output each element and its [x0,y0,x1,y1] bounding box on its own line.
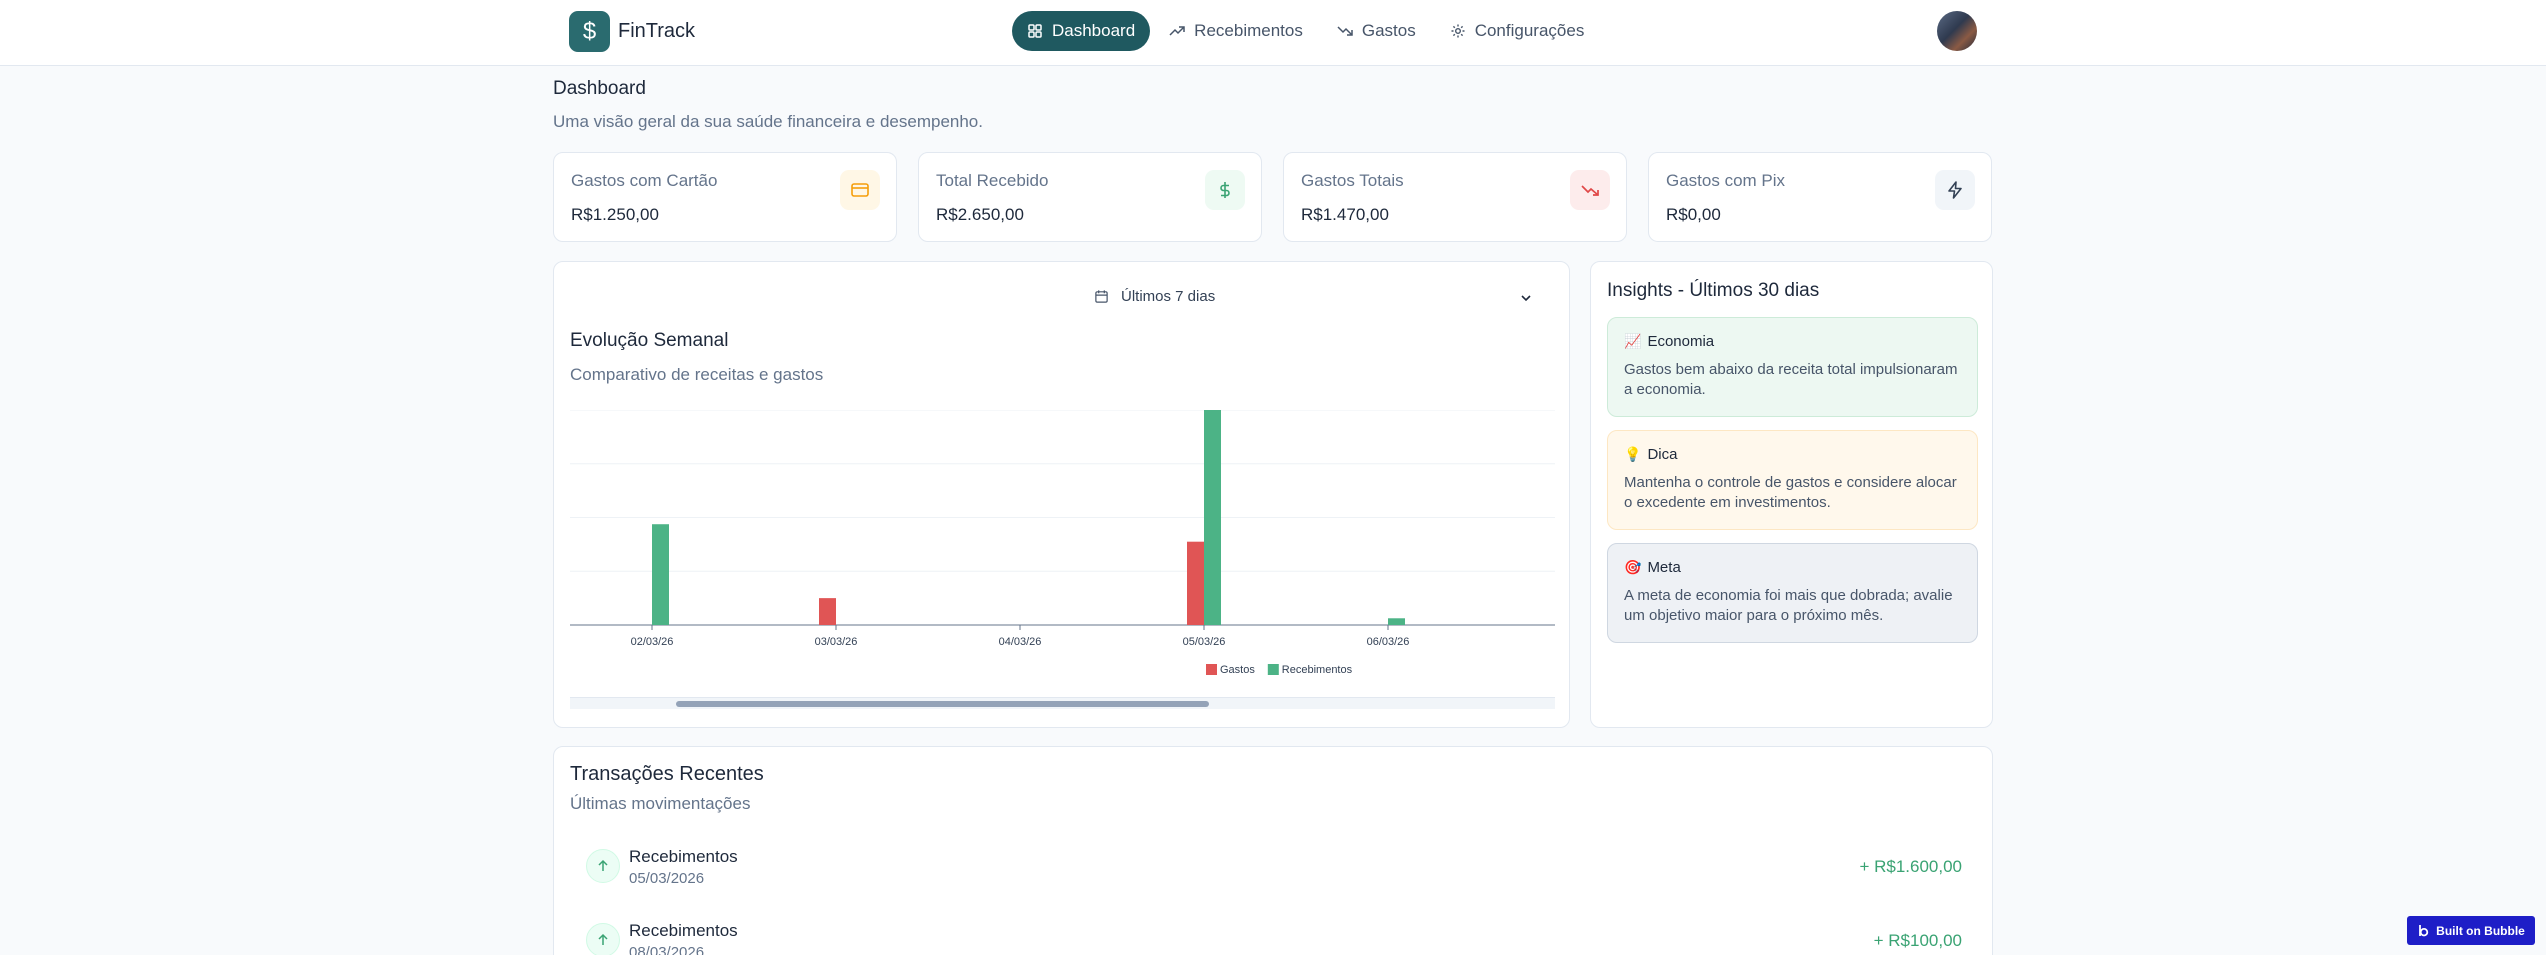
stat-label: Gastos com Pix [1666,171,1786,190]
bar-recebimentos [1204,410,1221,625]
stat-value: R$1.250,00 [571,205,659,224]
nav-label: Gastos [1361,21,1416,40]
built-on-bubble-badge[interactable]: Built on Bubble [2407,916,2535,945]
badge-label: Built on Bubble [2436,923,2525,938]
x-tick-label: 04/03/26 [999,636,1042,648]
top-navbar: $ FinTrack Dashboard Recebimentos Gastos… [0,0,2546,66]
transaction-name: Recebimentos [629,921,738,940]
legend-swatch-recebimentos [1267,664,1279,675]
stat-value: R$2.650,00 [936,205,1024,224]
weekly-chart-card: Últimos 7 dias Evolução Semanal Comparat… [553,261,1570,728]
nav-label: Configurações [1474,21,1585,40]
bar-recebimentos [1388,618,1405,625]
grid-icon [1028,24,1042,38]
x-tick-label: 05/03/26 [1183,636,1226,648]
chart-scrollbar[interactable] [570,697,1555,709]
trending-down-icon [1570,170,1610,210]
dollar-icon [1205,170,1245,210]
bar-recebimentos [652,524,669,625]
transaction-name: Recebimentos [629,847,738,866]
insight-title: Meta [1647,559,1681,576]
insights-title: Insights - Últimos 30 dias [1607,280,1820,301]
stat-value: R$1.470,00 [1301,205,1389,224]
stat-label: Gastos com Cartão [571,171,718,190]
bar-gastos [819,598,836,625]
transaction-amount: + R$1.600,00 [1859,857,1962,876]
main-nav: Dashboard Recebimentos Gastos Configuraç… [1012,11,1599,51]
bar-gastos [1187,541,1204,625]
transaction-date: 08/03/2026 [629,944,705,955]
insight-text: A meta de economia foi mais que dobrada;… [1624,587,1953,624]
chart-title: Evolução Semanal [570,330,729,351]
transactions-subtitle: Últimas movimentações [570,794,751,813]
stat-card-gastos-totais: Gastos Totais R$1.470,00 [1283,152,1627,242]
target-icon: 🎯 [1624,559,1642,575]
chart-subtitle: Comparativo de receitas e gastos [570,365,824,384]
insight-title: Dica [1647,446,1678,463]
trending-up-icon [1169,26,1185,36]
insight-title: Economia [1647,333,1715,350]
insight-header: 🎯 Meta [1624,559,1681,576]
x-tick-label: 03/03/26 [815,636,858,648]
scrollbar-thumb[interactable] [676,701,1209,707]
app-name: FinTrack [618,20,696,42]
stat-label: Total Recebido [936,171,1049,190]
nav-item-recebimentos[interactable]: Recebimentos [1154,11,1318,51]
insight-text: Gastos bem abaixo da receita total impul… [1624,361,1958,398]
stat-value: R$0,00 [1666,205,1721,224]
page-subtitle: Uma visão geral da sua saúde financeira … [553,112,983,131]
nav-label: Recebimentos [1194,21,1303,40]
zap-icon [1935,170,1975,210]
transaction-amount: + R$100,00 [1873,931,1962,950]
bar-chart: 02/03/26 03/03/26 04/03/26 05/03/26 06/03/26… [570,410,1555,676]
trending-down-icon [1337,26,1353,36]
calendar-icon [1095,290,1108,303]
nav-label: Dashboard [1052,21,1136,40]
insight-text: Mantenha o controle de gastos e consider… [1624,474,1957,511]
stat-card-gastos-pix: Gastos com Pix R$0,00 [1648,152,1992,242]
app-logo[interactable]: $ FinTrack [569,11,695,52]
chevron-down-icon[interactable] [1519,291,1533,305]
recent-transactions-card: Transações Recentes Últimas movimentaçõe… [553,746,1993,955]
nav-item-gastos[interactable]: Gastos [1322,11,1431,51]
chart-emoji-icon: 📈 [1624,333,1642,349]
legend-swatch-gastos [1206,664,1217,675]
stat-label: Gastos Totais [1301,171,1404,190]
insight-dica: 💡 Dica Mantenha o controle de gastos e c… [1607,430,1978,530]
stat-card-total-recebido: Total Recebido R$2.650,00 [918,152,1262,242]
transaction-date: 05/03/2026 [629,870,705,887]
x-tick-label: 02/03/26 [631,636,674,648]
transaction-row[interactable]: Recebimentos 08/03/2026 + R$100,00 [586,921,1962,955]
insights-card: Insights - Últimos 30 dias 📈 Economia Ga… [1590,261,1993,728]
lightbulb-icon: 💡 [1624,446,1642,462]
x-tick-label: 06/03/26 [1367,636,1410,648]
arrow-up-icon [586,849,620,883]
nav-item-dashboard[interactable]: Dashboard [1012,11,1151,51]
arrow-up-icon [586,923,620,955]
dollar-icon: $ [569,11,610,52]
credit-card-icon [840,170,880,210]
page-title: Dashboard [553,78,646,99]
stat-card-gastos-cartao: Gastos com Cartão R$1.250,00 [553,152,897,242]
transaction-row[interactable]: Recebimentos 05/03/2026 + R$1.600,00 [586,847,1962,893]
insight-economia: 📈 Economia Gastos bem abaixo da receita … [1607,317,1978,417]
user-avatar[interactable] [1937,11,1977,51]
insight-header: 💡 Dica [1624,446,1677,463]
period-label: Últimos 7 dias [1121,288,1216,305]
legend-label: Recebimentos [1282,664,1353,676]
bubble-icon [2419,925,2429,937]
legend-label: Gastos [1220,664,1255,676]
period-select[interactable]: Últimos 7 dias [1094,288,1215,305]
insight-meta: 🎯 Meta A meta de economia foi mais que d… [1607,543,1978,643]
transactions-title: Transações Recentes [570,763,764,785]
gear-icon [1451,24,1465,38]
insight-header: 📈 Economia [1624,333,1714,350]
nav-item-configuracoes[interactable]: Configurações [1435,11,1600,51]
